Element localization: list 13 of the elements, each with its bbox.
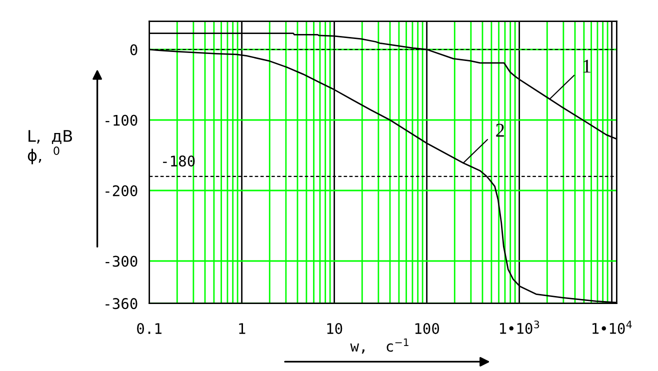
y-axis-title: L, дВ ϕ, $^{0}$ (28, 130, 72, 164)
x-tick-label: 10 (327, 323, 342, 334)
x-tick-label: 100 (415, 323, 440, 334)
y-tick-label: -360 (106, 298, 138, 310)
y-tick-label: 0 (130, 44, 138, 56)
x-tick-label: 1 (239, 323, 246, 334)
x-tick-label: 1•10$^{4}$ (592, 320, 632, 334)
y-tick-label: -100 (106, 114, 138, 126)
x-tick-label: 1•10$^{3}$ (500, 320, 540, 334)
y-tick-label: -300 (106, 256, 138, 267)
y-tick-label: -200 (106, 185, 138, 196)
x-axis-title: w, с$^{−1}$ (350, 338, 408, 354)
x-tick-label: 0.1 (137, 323, 162, 334)
